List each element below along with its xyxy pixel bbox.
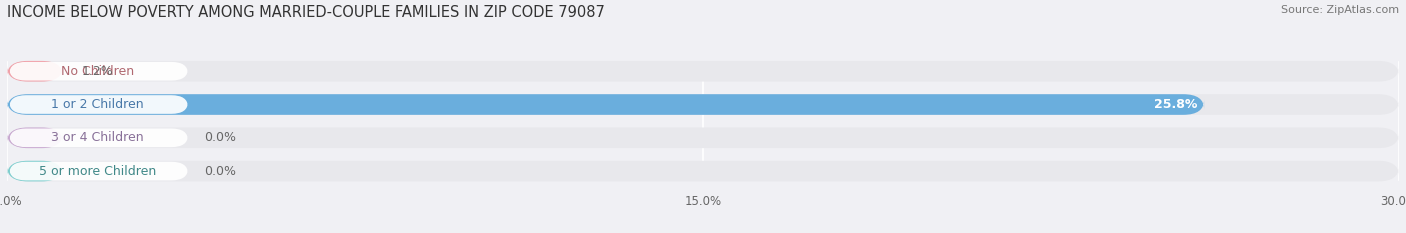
FancyBboxPatch shape: [7, 161, 1399, 182]
FancyBboxPatch shape: [10, 162, 188, 180]
Text: 0.0%: 0.0%: [204, 131, 236, 144]
Text: No Children: No Children: [60, 65, 134, 78]
FancyBboxPatch shape: [10, 95, 188, 114]
Text: 1 or 2 Children: 1 or 2 Children: [51, 98, 143, 111]
Text: 25.8%: 25.8%: [1154, 98, 1197, 111]
Text: 0.0%: 0.0%: [204, 164, 236, 178]
FancyBboxPatch shape: [7, 61, 63, 82]
Text: Source: ZipAtlas.com: Source: ZipAtlas.com: [1281, 5, 1399, 15]
Text: INCOME BELOW POVERTY AMONG MARRIED-COUPLE FAMILIES IN ZIP CODE 79087: INCOME BELOW POVERTY AMONG MARRIED-COUPL…: [7, 5, 605, 20]
FancyBboxPatch shape: [7, 61, 1399, 82]
FancyBboxPatch shape: [7, 94, 1399, 115]
FancyBboxPatch shape: [7, 161, 63, 182]
FancyBboxPatch shape: [7, 127, 1399, 148]
FancyBboxPatch shape: [10, 62, 188, 81]
FancyBboxPatch shape: [7, 127, 63, 148]
Text: 5 or more Children: 5 or more Children: [39, 164, 156, 178]
FancyBboxPatch shape: [7, 94, 1204, 115]
FancyBboxPatch shape: [10, 128, 188, 147]
Text: 3 or 4 Children: 3 or 4 Children: [51, 131, 143, 144]
Text: 1.2%: 1.2%: [82, 65, 112, 78]
